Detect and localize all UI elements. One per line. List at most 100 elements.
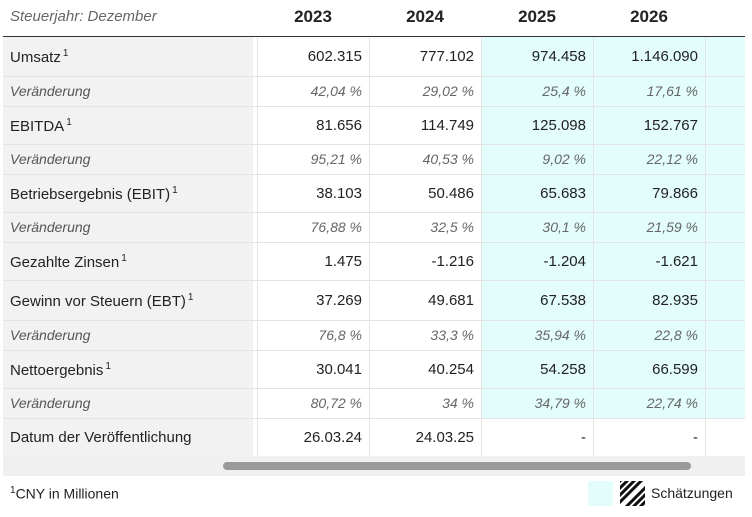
cell-value: 152.767 [643, 117, 698, 134]
row-label: Betriebsergebnis (EBIT) 1 [10, 185, 178, 203]
value-cell-2026: 1.146.090 [593, 37, 705, 76]
cell-value: 26.03.24 [303, 429, 362, 446]
value-cell-2023: 30.041 [257, 351, 369, 388]
row-label-text: Gewinn vor Steuern (EBT) [10, 293, 186, 310]
cell-value: -1.621 [655, 253, 698, 270]
cell-value: 25,4 % [542, 83, 586, 99]
cell-value: -1.216 [431, 253, 474, 270]
row-label: Umsatz 1 [10, 48, 68, 66]
value-cell-2025: 974.458 [481, 37, 593, 76]
estimate-color-swatch [588, 481, 613, 506]
row-label-cell: Veränderung [3, 321, 253, 350]
row-label: EBITDA 1 [10, 117, 72, 135]
overflow-column-cell [705, 77, 745, 106]
value-cell-2023: 26.03.24 [257, 419, 369, 456]
footnote-marker: 1 [105, 361, 111, 372]
data-row: Gewinn vor Steuern (EBT) 1 37.269 49.681 67.… [3, 281, 745, 321]
row-label-text: Veränderung [10, 327, 91, 343]
footnote-marker: 1 [10, 485, 16, 496]
value-cell-2024: 777.102 [369, 37, 481, 76]
cell-value: 50.486 [428, 185, 474, 202]
data-row: Datum der Veröffentlichung 26.03.24 24.03.… [3, 419, 745, 457]
value-cell-2025: 9,02 % [481, 145, 593, 174]
value-cell-2023: 81.656 [257, 107, 369, 144]
overflow-column-cell [705, 175, 745, 212]
cell-value: 66.599 [652, 361, 698, 378]
row-label-cell: Veränderung [3, 145, 253, 174]
value-cell-2024: 24.03.25 [369, 419, 481, 456]
overflow-column-cell [705, 37, 745, 76]
footnote-marker: 1 [66, 117, 72, 128]
value-cell-2026: 22,74 % [593, 389, 705, 418]
change-row: Veränderung 42,04 % 29,02 % 25,4 % 17,61 % [3, 77, 745, 107]
data-row: Umsatz 1 602.315 777.102 974.458 1.146.090 [3, 37, 745, 77]
value-cell-2026: 66.599 [593, 351, 705, 388]
row-label-text: EBITDA [10, 118, 65, 135]
row-label-text: Veränderung [10, 151, 91, 167]
value-cell-2025: 34,79 % [481, 389, 593, 418]
value-cell-2023: 602.315 [257, 37, 369, 76]
row-label: Gezahlte Zinsen 1 [10, 253, 127, 271]
value-cell-2026: 79.866 [593, 175, 705, 212]
value-cell-2024: 40,53 % [369, 145, 481, 174]
cell-value: 34,79 % [534, 395, 586, 411]
value-cell-2024: 50.486 [369, 175, 481, 212]
value-cell-2023: 76,8 % [257, 321, 369, 350]
horizontal-scrollbar[interactable] [3, 456, 745, 476]
row-label-text: Betriebsergebnis (EBIT) [10, 186, 171, 203]
year-2026-header: 2026 [630, 7, 668, 26]
value-cell-2026: 152.767 [593, 107, 705, 144]
cell-value: -1.204 [543, 253, 586, 270]
value-cell-2025: -1.204 [481, 243, 593, 280]
row-label-cell: Datum der Veröffentlichung [3, 419, 253, 456]
cell-value: 81.656 [316, 117, 362, 134]
cell-value: 1.146.090 [631, 48, 698, 65]
footnote-marker: 1 [62, 48, 69, 59]
cell-value: 22,8 % [654, 327, 698, 343]
cell-value: 32,5 % [430, 219, 474, 235]
cell-value: 22,74 % [646, 395, 698, 411]
cell-value: 125.098 [531, 117, 586, 134]
value-cell-2023: 38.103 [257, 175, 369, 212]
footnote-marker: 1 [187, 292, 194, 303]
cell-value: - [581, 429, 586, 446]
cell-value: 22,12 % [646, 151, 698, 167]
year-2025-header: 2025 [518, 7, 556, 26]
cell-value: 30.041 [316, 361, 362, 378]
row-label-cell: EBITDA 1 [3, 107, 253, 144]
value-cell-2023: 76,88 % [257, 213, 369, 242]
value-cell-2024: 33,3 % [369, 321, 481, 350]
value-cell-2026: 82.935 [593, 281, 705, 320]
value-cell-2023: 37.269 [257, 281, 369, 320]
cell-value: 80,72 % [310, 395, 362, 411]
cell-value: 38.103 [316, 185, 362, 202]
change-row: Veränderung 95,21 % 40,53 % 9,02 % 22,12 % [3, 145, 745, 175]
row-label-text: Datum der Veröffentlichung [10, 429, 192, 446]
cell-value: - [693, 429, 698, 446]
value-cell-2025: 54.258 [481, 351, 593, 388]
footnote: 1CNY in Millionen [10, 485, 119, 502]
footnote-marker: 1 [121, 253, 127, 264]
overflow-column-cell [705, 281, 745, 320]
row-label: Gewinn vor Steuern (EBT) 1 [10, 292, 193, 310]
value-cell-2023: 80,72 % [257, 389, 369, 418]
row-label-cell: Veränderung [3, 389, 253, 418]
row-label-text: Veränderung [10, 395, 91, 411]
change-row: Veränderung 76,88 % 32,5 % 30,1 % 21,59 % [3, 213, 745, 243]
value-cell-2024: 29,02 % [369, 77, 481, 106]
row-label: Veränderung [10, 83, 90, 99]
change-row: Veränderung 76,8 % 33,3 % 35,94 % 22,8 % [3, 321, 745, 351]
table-header: Steuerjahr: Dezember 2023 2024 2025 2026 [3, 0, 745, 37]
cell-value: 24.03.25 [415, 429, 474, 446]
overflow-column-cell [705, 213, 745, 242]
value-cell-2026: 17,61 % [593, 77, 705, 106]
cell-value: 54.258 [540, 361, 586, 378]
value-cell-2024: 32,5 % [369, 213, 481, 242]
scrollbar-thumb[interactable] [223, 462, 691, 470]
row-label: Veränderung [10, 151, 90, 167]
financial-table: Steuerjahr: Dezember 2023 2024 2025 2026… [3, 0, 745, 457]
value-cell-2025: - [481, 419, 593, 456]
hatch-pattern-icon [620, 481, 645, 506]
cell-value: 777.102 [419, 48, 474, 65]
cell-value: 40.254 [428, 361, 474, 378]
